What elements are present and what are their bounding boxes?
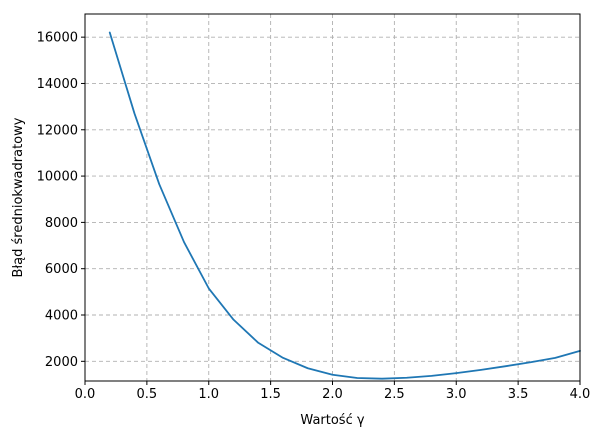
x-tick-label-3: 1.5 [260,387,281,402]
x-tick-label-4: 2.0 [322,387,343,402]
x-tick-label-1: 0.5 [137,387,158,402]
y-tick-label-7: 16000 [37,31,78,46]
x-tick-label-5: 2.5 [384,387,405,402]
x-tick-label-6: 3.0 [446,387,467,402]
y-tick-label-6: 14000 [37,77,78,92]
x-tick-label-7: 3.5 [508,387,529,402]
y-tick-label-2: 6000 [45,262,78,277]
y-axis-ticks: 2000 4000 6000 8000 10000 12000 14000 16000 [37,31,85,370]
y-tick-label-3: 8000 [45,216,78,231]
x-tick-label-2: 1.0 [198,387,219,402]
x-tick-label-8: 4.0 [570,387,591,402]
series-layer [108,31,581,380]
x-axis-label: Wartość γ [300,413,364,428]
grid [84,14,581,381]
y-axis-label: Błąd średniokwadratowy [11,117,26,277]
y-tick-label-5: 12000 [37,123,78,138]
x-axis-ticks: 0.0 0.5 1.0 1.5 2.0 2.5 3.0 3.5 4.0 [75,381,591,402]
x-tick-label-0: 0.0 [75,387,96,402]
y-tick-label-0: 2000 [45,355,78,370]
y-tick-label-1: 4000 [45,309,78,324]
series-line-0 [108,31,581,380]
y-tick-label-4: 10000 [37,170,78,185]
